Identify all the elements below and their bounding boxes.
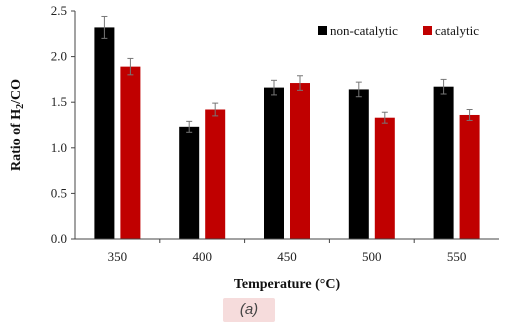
x-tick-label: 550 (447, 249, 467, 264)
y-tick-label: 1.5 (51, 94, 67, 109)
x-tick-label: 400 (192, 249, 212, 264)
legend-swatch-catalytic (423, 26, 432, 35)
bar-non-catalytic-550 (433, 86, 454, 239)
y-axis-title: Ratio of H2/CO (9, 79, 26, 171)
y-axis-title-subscript: 2 (15, 104, 26, 109)
bar-catalytic-550 (459, 114, 480, 239)
legend-label-catalytic: catalytic (435, 23, 479, 38)
y-axis-title-suffix: /CO (9, 79, 24, 105)
y-tick-label: 2.5 (51, 3, 67, 18)
legend-swatch-non-catalytic (318, 26, 327, 35)
bar-non-catalytic-500 (348, 89, 369, 239)
error-bars-group (101, 15, 473, 133)
x-tick-label: 500 (362, 249, 382, 264)
y-axis-title-prefix: Ratio of H (9, 109, 24, 171)
y-tick-label: 1.0 (51, 140, 67, 155)
legend-label-non-catalytic: non-catalytic (330, 23, 398, 38)
legend: non-catalytic catalytic (318, 23, 479, 38)
figure-caption: (a) (223, 298, 275, 322)
bar-catalytic-400 (205, 109, 226, 239)
bars-group (94, 27, 480, 239)
x-tick-label: 350 (108, 249, 128, 264)
bar-catalytic-450 (290, 83, 310, 239)
bar-non-catalytic-450 (264, 87, 284, 239)
bar-catalytic-500 (374, 117, 395, 239)
y-ticks-group: 0.0 0.5 1.0 1.5 2.0 2.5 (51, 3, 75, 246)
x-axis-title: Temperature (°C) (234, 277, 341, 292)
y-tick-label: 0.0 (51, 231, 67, 246)
y-tick-label: 0.5 (51, 185, 67, 200)
y-tick-label: 2.0 (51, 49, 67, 64)
bar-catalytic-350 (120, 66, 141, 239)
bar-non-catalytic-350 (94, 27, 115, 239)
bar-non-catalytic-400 (179, 126, 200, 239)
x-ticks-group: 350 400 450 500 550 (108, 239, 467, 264)
x-tick-label: 450 (277, 249, 297, 264)
